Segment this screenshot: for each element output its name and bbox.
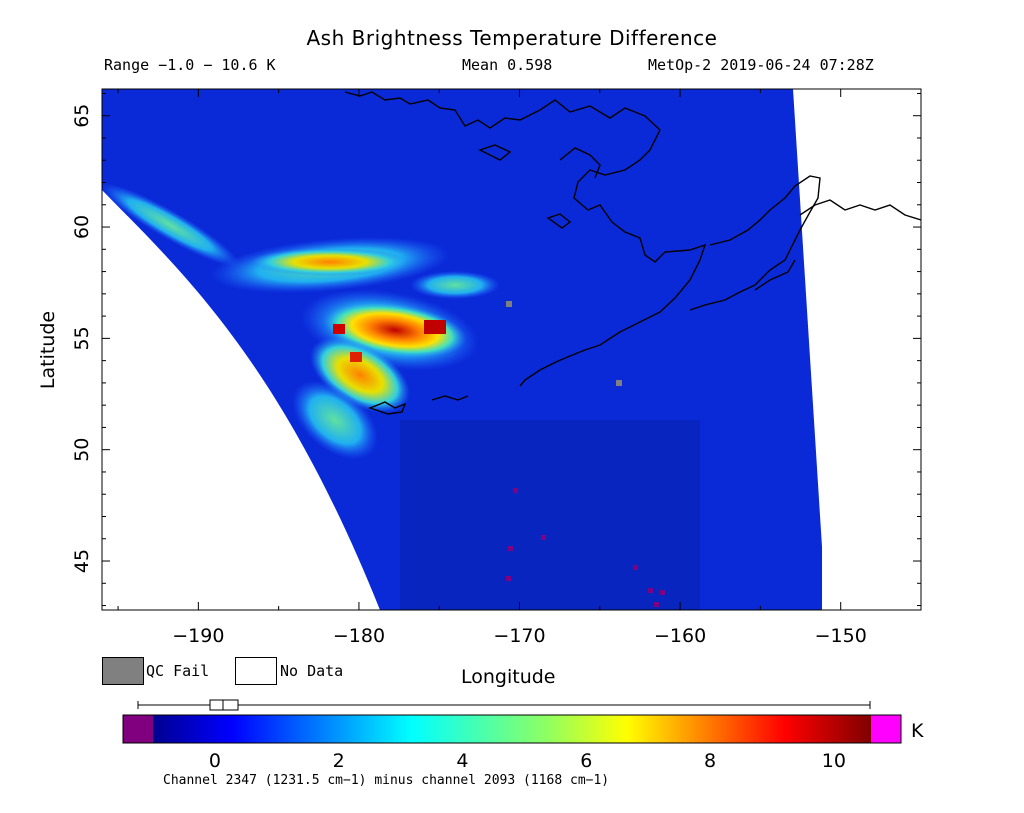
ash-peak [424,320,446,334]
colorbar-tick-label: 4 [456,750,469,772]
colorbar-tick-label: 0 [208,750,221,772]
y-ticks: 45 50 55 60 65 [71,92,921,607]
coastlines [344,91,921,415]
x-tick-label: −180 [333,625,385,647]
range-text: Range −1.0 − 10.6 K [104,56,276,74]
y-tick-label: 60 [71,215,93,239]
channel-footnote: Channel 2347 (1231.5 cm−1) minus channel… [163,773,610,788]
satellite-time-text: MetOp-2 2019-06-24 07:28Z [648,56,874,74]
colorbar-over [871,715,901,743]
x-tick-label: −170 [493,625,545,647]
qc-fail-pixel [616,380,622,386]
qc-fail-pixel [506,301,512,307]
y-tick-label: 65 [71,104,93,128]
x-axis-label: Longitude [461,666,556,688]
map-title: Ash Brightness Temperature Difference [306,26,718,50]
x-tick-label: −150 [815,625,867,647]
ash-plume-tail [102,183,240,267]
y-tick-label: 45 [71,549,93,573]
no-data-label: No Data [280,662,344,680]
colorbar-unit: K [911,720,924,742]
x-tick-label: −160 [654,625,706,647]
distribution-boxplot [137,699,871,711]
colorbar-tick-label: 6 [580,750,593,772]
colorbar-tick-label: 8 [704,750,717,772]
low-value-pixels [506,488,665,607]
qc-fail-label: QC Fail [146,662,210,680]
no-data-swatch [235,657,277,685]
y-tick-label: 55 [71,326,93,350]
y-tick-label: 50 [71,438,93,462]
x-ticks: −190 −180 −170 −160 −150 [117,89,922,647]
qc-fail-swatch [102,657,144,685]
ash-plume-band [250,248,410,276]
colorbar-under [123,715,153,743]
plot-frame [101,88,922,611]
mean-text: Mean 0.598 [462,56,553,74]
colorbar-tick-label: 10 [821,750,846,772]
colorbar-gradient [153,715,871,743]
colorbar-tick-label: 2 [332,750,345,772]
x-tick-label: −190 [172,625,224,647]
